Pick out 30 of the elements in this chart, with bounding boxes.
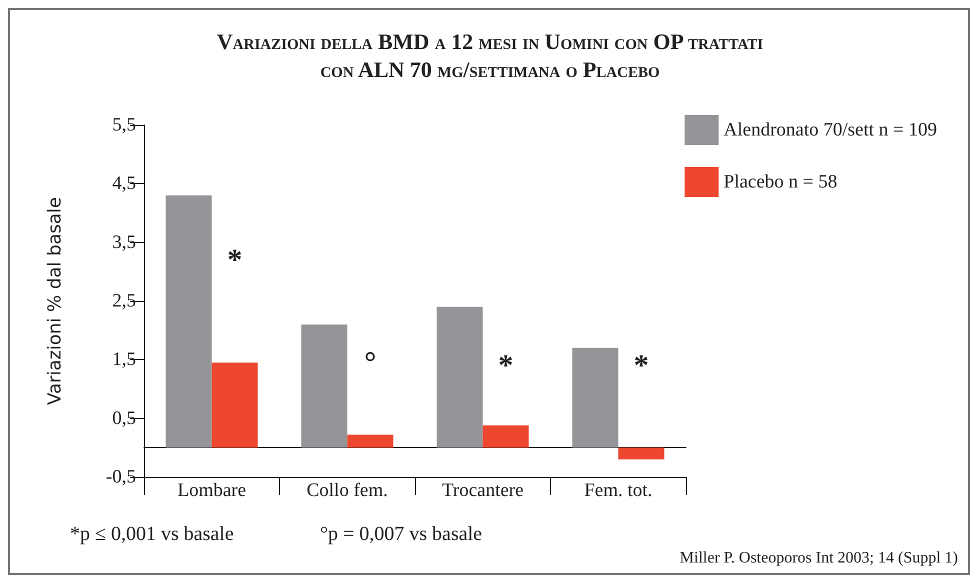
text: Miller P. Osteoporos Int 2003; 14 (Suppl 1)	[680, 550, 958, 566]
annotation: *	[498, 349, 514, 382]
bar	[482, 425, 529, 448]
legend-label: Alendronato 70/sett n = 109	[724, 120, 938, 140]
y-tick-label: 0,5	[112, 408, 136, 429]
text: *p ≤ 0,001 vs basale	[70, 523, 234, 545]
y-tick-label: 3,5	[112, 232, 136, 253]
y-tick-label: 5,5	[112, 114, 136, 136]
x-tick-label: Fem. tot.	[584, 480, 652, 501]
bar	[572, 348, 618, 448]
bar	[301, 324, 348, 448]
chart-title: Variazioni della BMD a 12 mesi in Uomini con OP trattati con ALN 70 mg/settimana o Placebo	[216, 28, 764, 84]
text: °p = 0,007 vs basale	[320, 523, 482, 545]
x-tick-label: Collo fem.	[306, 480, 388, 501]
y-axis-title: Variazioni % dal basale	[44, 197, 66, 405]
y-tick-label: -0,5	[106, 466, 136, 488]
bar	[347, 434, 394, 448]
y-tick-label: 1,5	[112, 349, 136, 370]
bar	[212, 362, 258, 448]
bar	[436, 306, 483, 448]
annotation: *	[227, 243, 242, 276]
annotation: °	[364, 346, 376, 380]
bar	[618, 448, 664, 460]
x-tick-label: Lombare	[177, 480, 246, 501]
y-tick-label: 4,5	[112, 173, 136, 194]
x-tick-label: Trocantere	[442, 480, 524, 501]
y-tick-label: 2,5	[112, 290, 136, 312]
annotation: *	[634, 349, 649, 382]
bar	[166, 195, 212, 448]
legend-label: Placebo n = 58	[724, 172, 838, 192]
